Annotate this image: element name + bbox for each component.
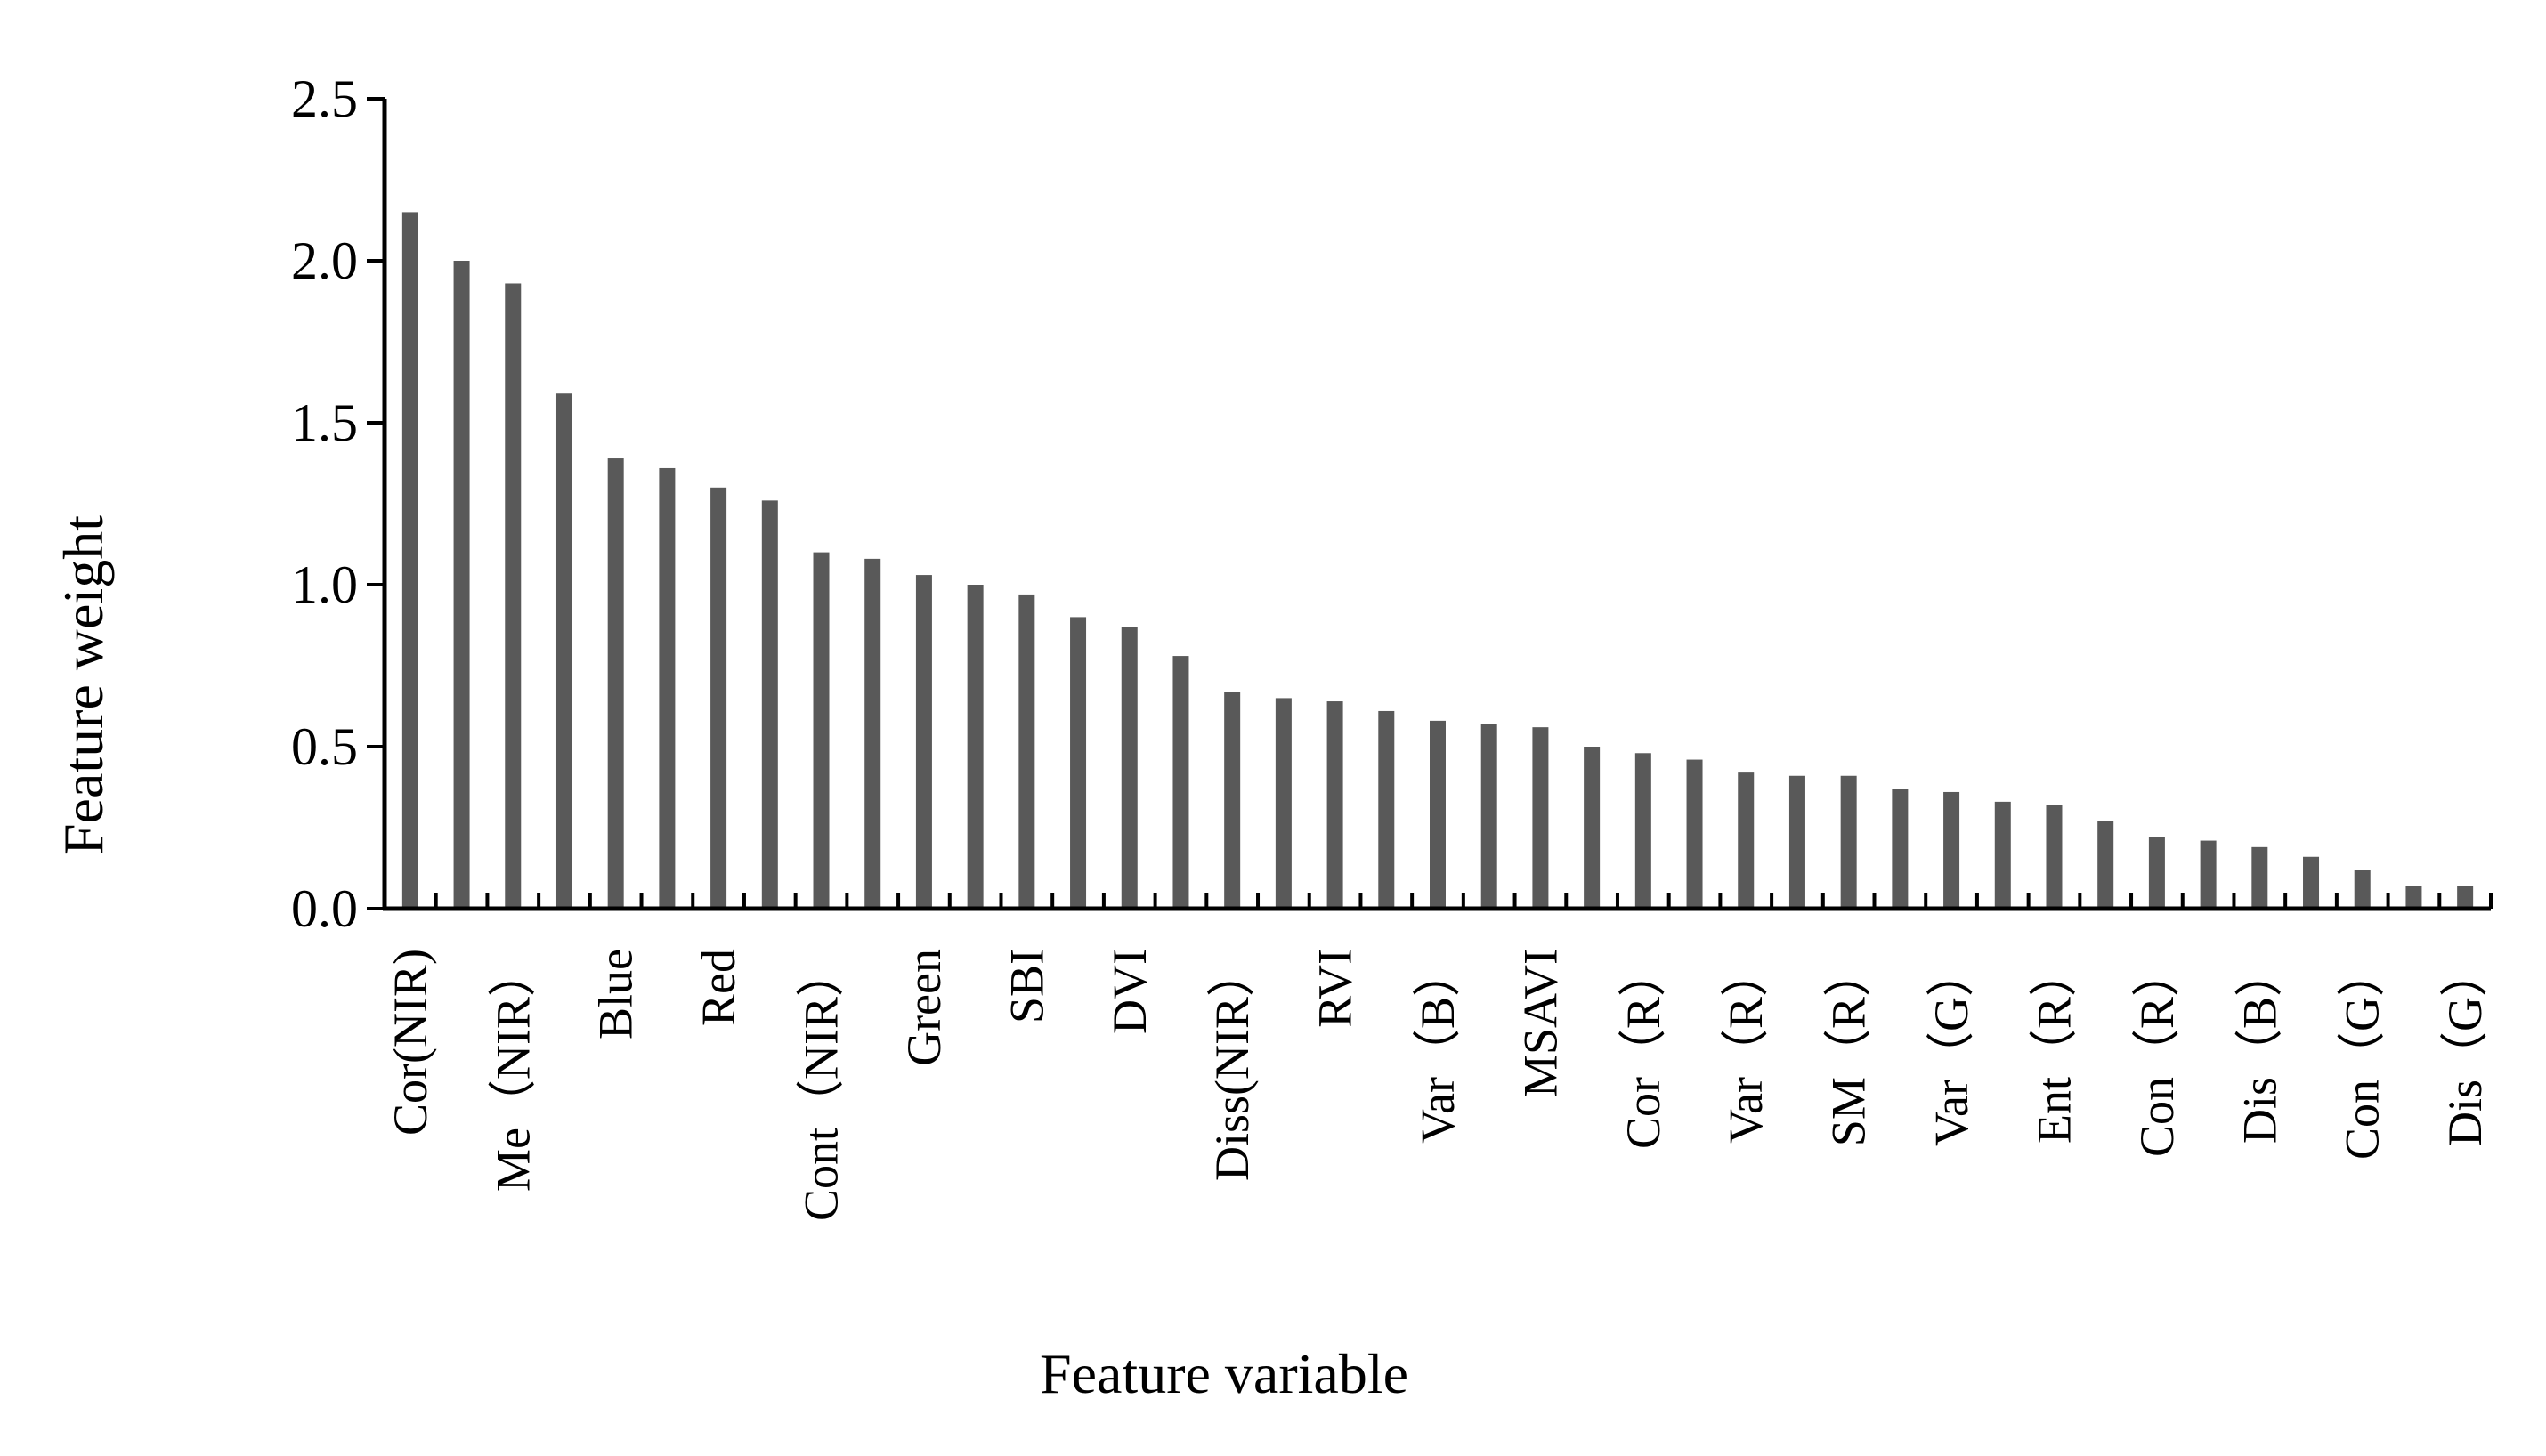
bar [401,212,418,909]
x-category-label: Cont（NIR） [795,949,848,1221]
x-category-label: Cor(NIR) [384,949,437,1136]
bar [761,500,778,909]
x-tick-labels-group: Cor(NIR) Me（NIR） Blue Red Cont（NIR） Green SBI D… [384,949,2492,1221]
x-category-label: Con（G） [2336,949,2389,1160]
bar [1738,772,1755,909]
x-category-label: Blue [589,949,643,1039]
x-category-label: Red [692,949,745,1026]
bar [1070,617,1087,909]
bar [710,487,727,909]
x-category-label: SBI [1000,949,1053,1023]
bar [864,558,881,909]
x-category-label: Dis（B） [2233,949,2286,1144]
bar [1430,720,1446,909]
x-category-label: Dis（G） [2438,949,2492,1146]
y-axis-title: Feature weight [52,515,115,855]
x-category-label: Var（B） [1411,949,1464,1144]
bar [967,585,984,909]
x-category-label: Con（R） [2130,949,2184,1157]
bar [1480,724,1497,909]
x-axis-title: Feature variable [1040,1342,1408,1405]
y-tick-label: 0.0 [291,879,358,938]
x-category-label: Ent（R） [2027,949,2080,1144]
bar [813,552,830,909]
x-ticks-group [434,893,2493,909]
bar [2405,886,2422,909]
bar [1788,775,1805,909]
bar [1172,656,1189,909]
x-category-label: RVI [1309,949,1362,1028]
bar [1892,789,1909,909]
y-tick-label: 1.0 [291,555,358,614]
bar [555,393,572,909]
bar [915,575,932,909]
y-ticks-group: 0.0 0.5 1.0 1.5 2.0 2.5 [291,69,385,938]
axes-group [382,99,2491,911]
bar [2457,886,2474,909]
bar [1840,775,1857,909]
bar [1532,727,1549,909]
bar [2148,837,2165,909]
bar [1686,759,1703,909]
bar [2200,840,2217,909]
bar [1634,753,1651,909]
y-tick-label: 2.5 [291,69,358,128]
x-category-label: Var（G） [1925,949,1978,1146]
bar [1275,698,1292,909]
bar [2097,821,2114,909]
bar [1326,701,1343,909]
bar [2303,856,2320,909]
x-category-label: MSAVI [1513,949,1567,1097]
y-tick-label: 0.5 [291,717,358,776]
bar [659,467,676,909]
bars-group [401,212,2474,910]
x-category-label: Diss(NIR） [1205,949,1259,1181]
x-category-label: SM（R） [1822,949,1876,1146]
bar [2251,846,2268,909]
bar [1121,627,1138,909]
y-tick-label: 2.0 [291,231,358,290]
x-category-label: Var（R） [1719,949,1772,1144]
bar [453,261,470,909]
bar [1224,692,1241,909]
bar [1378,710,1395,909]
bar [2354,870,2371,909]
y-tick-label: 1.5 [291,393,358,452]
x-category-label: DVI [1103,949,1156,1034]
bar [1584,747,1601,909]
bar [1943,791,1960,909]
x-category-label: Me（NIR） [486,949,539,1192]
bar [505,283,522,910]
x-category-label: Green [897,949,951,1066]
bar [2046,805,2063,909]
bar [1018,594,1035,909]
x-category-label: Cor（R） [1617,949,1670,1149]
bar [1994,801,2011,909]
bar [607,458,624,909]
